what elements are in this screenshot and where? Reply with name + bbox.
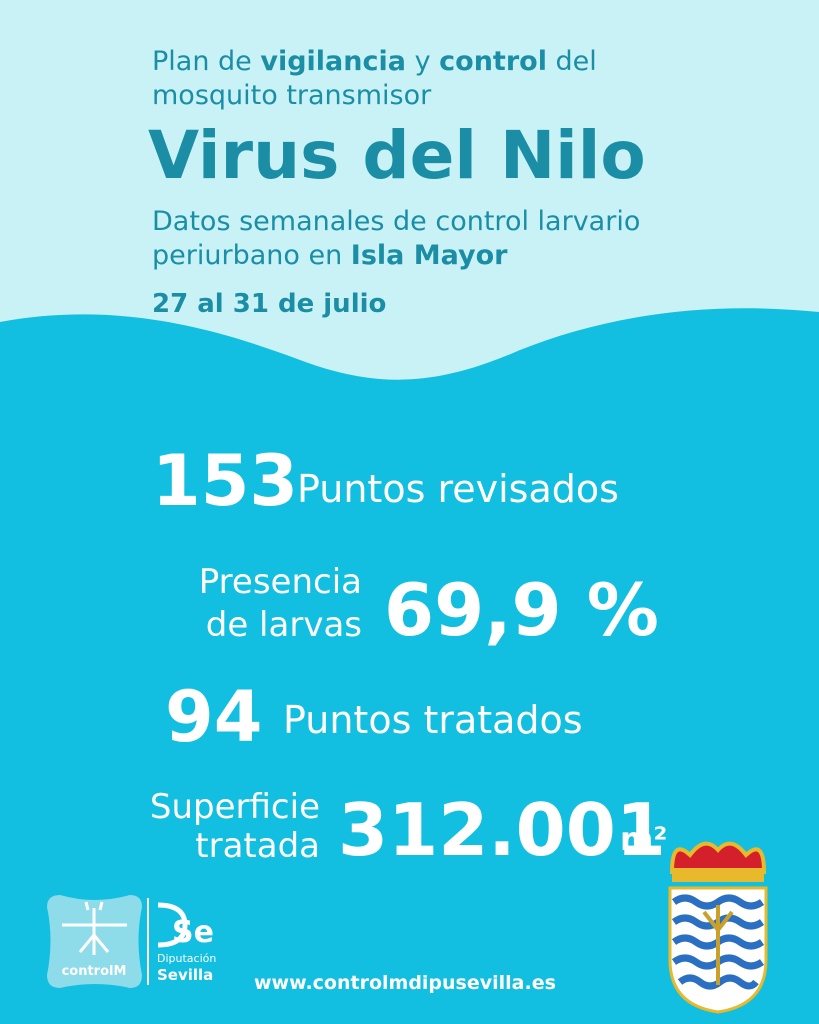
text: Isla Mayor <box>351 240 508 271</box>
text: Plan de <box>152 46 260 77</box>
intro-line: mosquito transmisor <box>152 80 432 111</box>
stat-value: 69,9 % <box>384 568 659 652</box>
stat-value: 153 <box>152 440 298 522</box>
stat-label: Superficie <box>150 787 320 827</box>
date: 27 al 31 de julio <box>152 289 386 319</box>
stat-unit: m² <box>620 820 667 858</box>
logo-text: Diputación <box>157 952 216 965</box>
intro-line: Plan de vigilancia y control del <box>152 46 597 77</box>
stat-label: Presencia <box>199 562 362 602</box>
dse-logo: Se Diputación Sevilla <box>157 902 216 984</box>
stat-value: 94 <box>165 676 262 758</box>
controlm-logo: controlM <box>47 895 142 988</box>
stat-value: 312.001 <box>338 788 666 872</box>
title: Virus del Nilo <box>148 117 646 194</box>
logo-text: Sevilla <box>157 966 213 984</box>
text: del <box>547 46 597 77</box>
stat-label: tratada <box>195 826 320 866</box>
logo-mark: Se <box>172 915 214 950</box>
logo-text: controlM <box>62 964 127 979</box>
stat-label: Puntos revisados <box>297 467 619 511</box>
wave-background <box>0 308 819 1024</box>
text: vigilancia <box>260 46 406 77</box>
stat-label: de larvas <box>206 605 362 645</box>
website: www.controlmdipusevilla.es <box>254 972 556 994</box>
logo-d <box>157 902 188 948</box>
subtitle-line: Datos semanales de control larvario <box>152 206 640 237</box>
mosquito-icon <box>62 901 127 955</box>
text: y <box>406 46 439 77</box>
coat-of-arms <box>668 841 768 1014</box>
subtitle-line: periurbano en Isla Mayor <box>152 240 508 271</box>
text: periurbano en <box>152 240 351 271</box>
stat-label: Puntos tratados <box>283 698 583 742</box>
text: control <box>439 46 547 77</box>
